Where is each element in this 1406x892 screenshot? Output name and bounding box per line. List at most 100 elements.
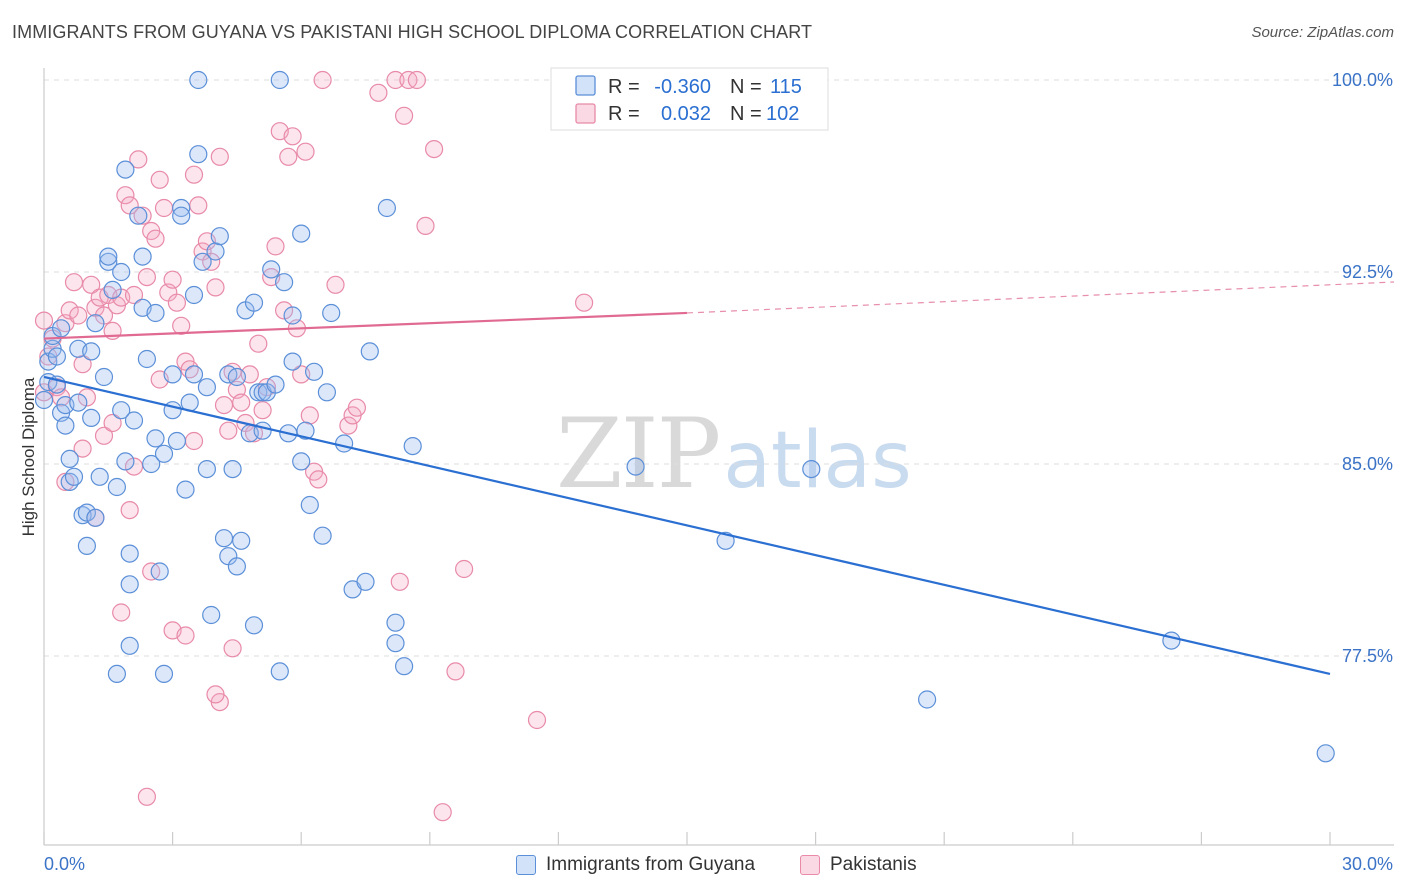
- data-point: [129, 150, 148, 169]
- data-point: [120, 575, 139, 594]
- data-point: [433, 803, 452, 822]
- data-point: [322, 303, 341, 323]
- data-point: [142, 454, 161, 474]
- data-point: [73, 439, 92, 458]
- data-point: [107, 477, 127, 497]
- data-point: [184, 165, 204, 184]
- data-point: [116, 160, 135, 179]
- source-note: Source: ZipAtlas.com: [1251, 24, 1394, 41]
- y-tick-label: 77.5%: [1342, 646, 1393, 666]
- data-point: [124, 285, 144, 305]
- stats-legend-swatch-blue: [575, 75, 596, 96]
- data-point: [223, 460, 242, 479]
- y-tick-label: 92.5%: [1342, 262, 1393, 282]
- data-point: [283, 127, 302, 146]
- data-point: [347, 398, 366, 417]
- data-point: [172, 316, 191, 335]
- data-point: [103, 413, 122, 433]
- data-point: [206, 242, 225, 261]
- stats-n-value-blue: 115: [770, 76, 802, 98]
- data-point: [313, 70, 332, 90]
- data-point: [300, 406, 319, 425]
- trend-lines: [43, 281, 1395, 675]
- data-point: [283, 352, 302, 371]
- stats-legend-swatch-pink: [575, 103, 596, 124]
- data-point: [377, 198, 396, 218]
- data-point: [270, 662, 289, 681]
- data-point: [82, 342, 101, 361]
- data-point: [266, 375, 285, 394]
- data-point: [197, 378, 216, 397]
- data-point: [120, 501, 139, 520]
- legend-item-pakistanis: Pakistanis: [800, 852, 917, 878]
- data-point: [202, 605, 221, 625]
- data-point: [163, 365, 182, 384]
- data-point: [112, 262, 131, 282]
- data-point: [86, 508, 105, 527]
- data-point: [51, 319, 71, 338]
- data-point: [395, 106, 414, 125]
- chart-title: IMMIGRANTS FROM GUYANA VS PAKISTANI HIGH…: [12, 22, 813, 42]
- stats-r-label-blue: R =: [608, 76, 640, 98]
- data-point: [390, 572, 409, 591]
- data-point: [167, 293, 186, 312]
- series-pakistanis: [34, 70, 594, 822]
- data-point: [802, 460, 821, 479]
- data-point: [283, 306, 302, 325]
- legend-label-guyana: Immigrants from Guyana: [546, 854, 756, 875]
- data-point: [150, 562, 169, 581]
- data-point: [232, 393, 251, 412]
- data-point: [275, 301, 294, 320]
- stats-r-value-blue: -0.360: [654, 76, 711, 98]
- stats-legend: R = -0.360 N = 115 R = 0.032 N = 102: [550, 67, 829, 131]
- x-tick-label-max: 30.0%: [1342, 854, 1393, 874]
- data-point: [193, 252, 212, 271]
- data-point: [172, 198, 191, 218]
- data-point: [150, 170, 169, 189]
- x-ticks: [43, 832, 1331, 845]
- data-point: [1162, 631, 1181, 650]
- data-point: [77, 536, 97, 556]
- data-point: [94, 367, 114, 387]
- data-point: [210, 227, 229, 246]
- stats-legend-box: [550, 67, 829, 131]
- data-point: [60, 301, 79, 320]
- data-point: [446, 662, 465, 681]
- data-point: [206, 278, 225, 297]
- data-point: [47, 347, 67, 366]
- data-point: [266, 237, 285, 256]
- stats-r-value-pink: 0.032: [661, 103, 711, 125]
- data-point: [296, 142, 315, 161]
- data-point: [386, 634, 405, 653]
- data-point: [99, 247, 118, 266]
- data-point: [172, 206, 191, 225]
- data-point: [154, 198, 174, 218]
- trend-line-pakistanis-dashed: [686, 281, 1395, 314]
- data-point: [56, 416, 75, 435]
- data-point: [137, 787, 156, 806]
- data-point: [137, 268, 156, 287]
- stats-n-label-pink: N =: [730, 103, 762, 125]
- data-point: [146, 429, 165, 448]
- legend-label-pakistanis: Pakistanis: [830, 854, 917, 875]
- stats-r-label-pink: R =: [608, 103, 640, 125]
- data-point: [407, 70, 426, 90]
- data-point: [69, 306, 88, 325]
- x-tick-label-min: 0.0%: [44, 854, 85, 874]
- data-point: [214, 396, 234, 415]
- trend-line-guyana: [43, 375, 1331, 675]
- data-point: [34, 311, 54, 330]
- data-point: [112, 401, 131, 420]
- data-point: [189, 145, 208, 164]
- watermark: ZIPatlas: [556, 398, 912, 510]
- data-point: [403, 437, 422, 456]
- data-point: [107, 664, 127, 684]
- y-tick-label: 85.0%: [1342, 454, 1393, 474]
- data-point: [34, 390, 54, 410]
- data-point: [279, 147, 298, 166]
- data-point: [275, 273, 294, 292]
- data-point: [455, 559, 474, 579]
- data-point: [296, 421, 315, 440]
- axes: [43, 68, 1394, 846]
- data-point: [184, 285, 204, 305]
